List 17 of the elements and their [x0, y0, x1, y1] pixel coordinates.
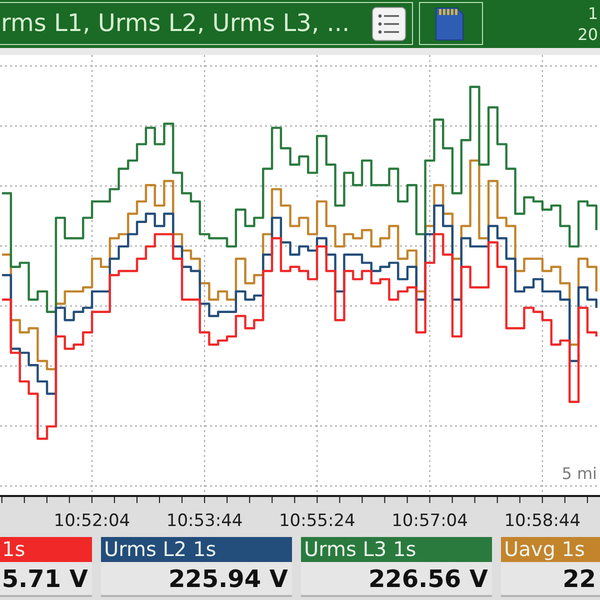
readout-panel: 22	[501, 562, 600, 597]
x-tick-label: 10:57:04	[392, 511, 468, 532]
text: 20	[578, 25, 598, 44]
readout-panel: 225.94 V	[101, 562, 292, 597]
annotation: 5 mi	[562, 464, 597, 483]
text: 1	[588, 4, 598, 23]
text: Uavg 1s	[504, 537, 585, 561]
text: Urms L2 1s	[104, 537, 216, 561]
x-tick-label: 10:55:24	[278, 511, 356, 532]
x-tick-label: 10:58:44	[504, 511, 581, 532]
x-tick-label: 10:52:04	[54, 511, 130, 532]
readout-panel: 5.71 V	[0, 562, 92, 597]
text: 1s	[2, 537, 26, 561]
readout-panel: 226.56 V	[301, 562, 492, 597]
chart-title: rms L1, Urms L2, Urms L3, ...	[1, 9, 350, 37]
x-tick-label: 10:53:44	[166, 511, 243, 532]
text: Urms L3 1s	[304, 537, 416, 561]
